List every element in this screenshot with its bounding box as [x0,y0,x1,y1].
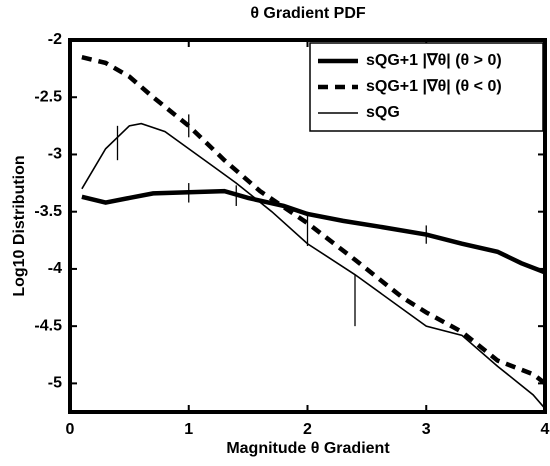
series-line [81,122,546,410]
x-axis-label: Magnitude θ Gradient [226,440,390,457]
x-tick-label: 0 [66,421,75,438]
y-axis-label: Log10 Distribution [11,155,28,296]
legend-label: sQG+1 |∇θ| (θ > 0) [366,52,502,69]
y-tick-label: -4 [48,260,62,277]
x-tick-label: 3 [422,421,431,438]
x-tick-label: 2 [303,421,312,438]
x-tick-label: 1 [184,421,193,438]
y-tick-label: -4.5 [34,317,62,334]
legend-label: sQG+1 |∇θ| (θ < 0) [366,78,502,95]
y-tick-label: -3.5 [34,203,62,220]
y-tick-label: -3 [48,146,62,163]
legend-label: sQG [366,104,400,121]
legend-box [309,42,544,132]
series-line [81,188,546,275]
y-tick-label: -5 [48,375,62,392]
y-tick-label: -2.5 [34,88,62,105]
chart-title: θ Gradient PDF [250,5,366,22]
plot-frame [68,38,547,414]
y-tick-label: -2 [48,31,62,48]
series-line [81,54,547,386]
x-tick-label: 4 [541,421,550,438]
